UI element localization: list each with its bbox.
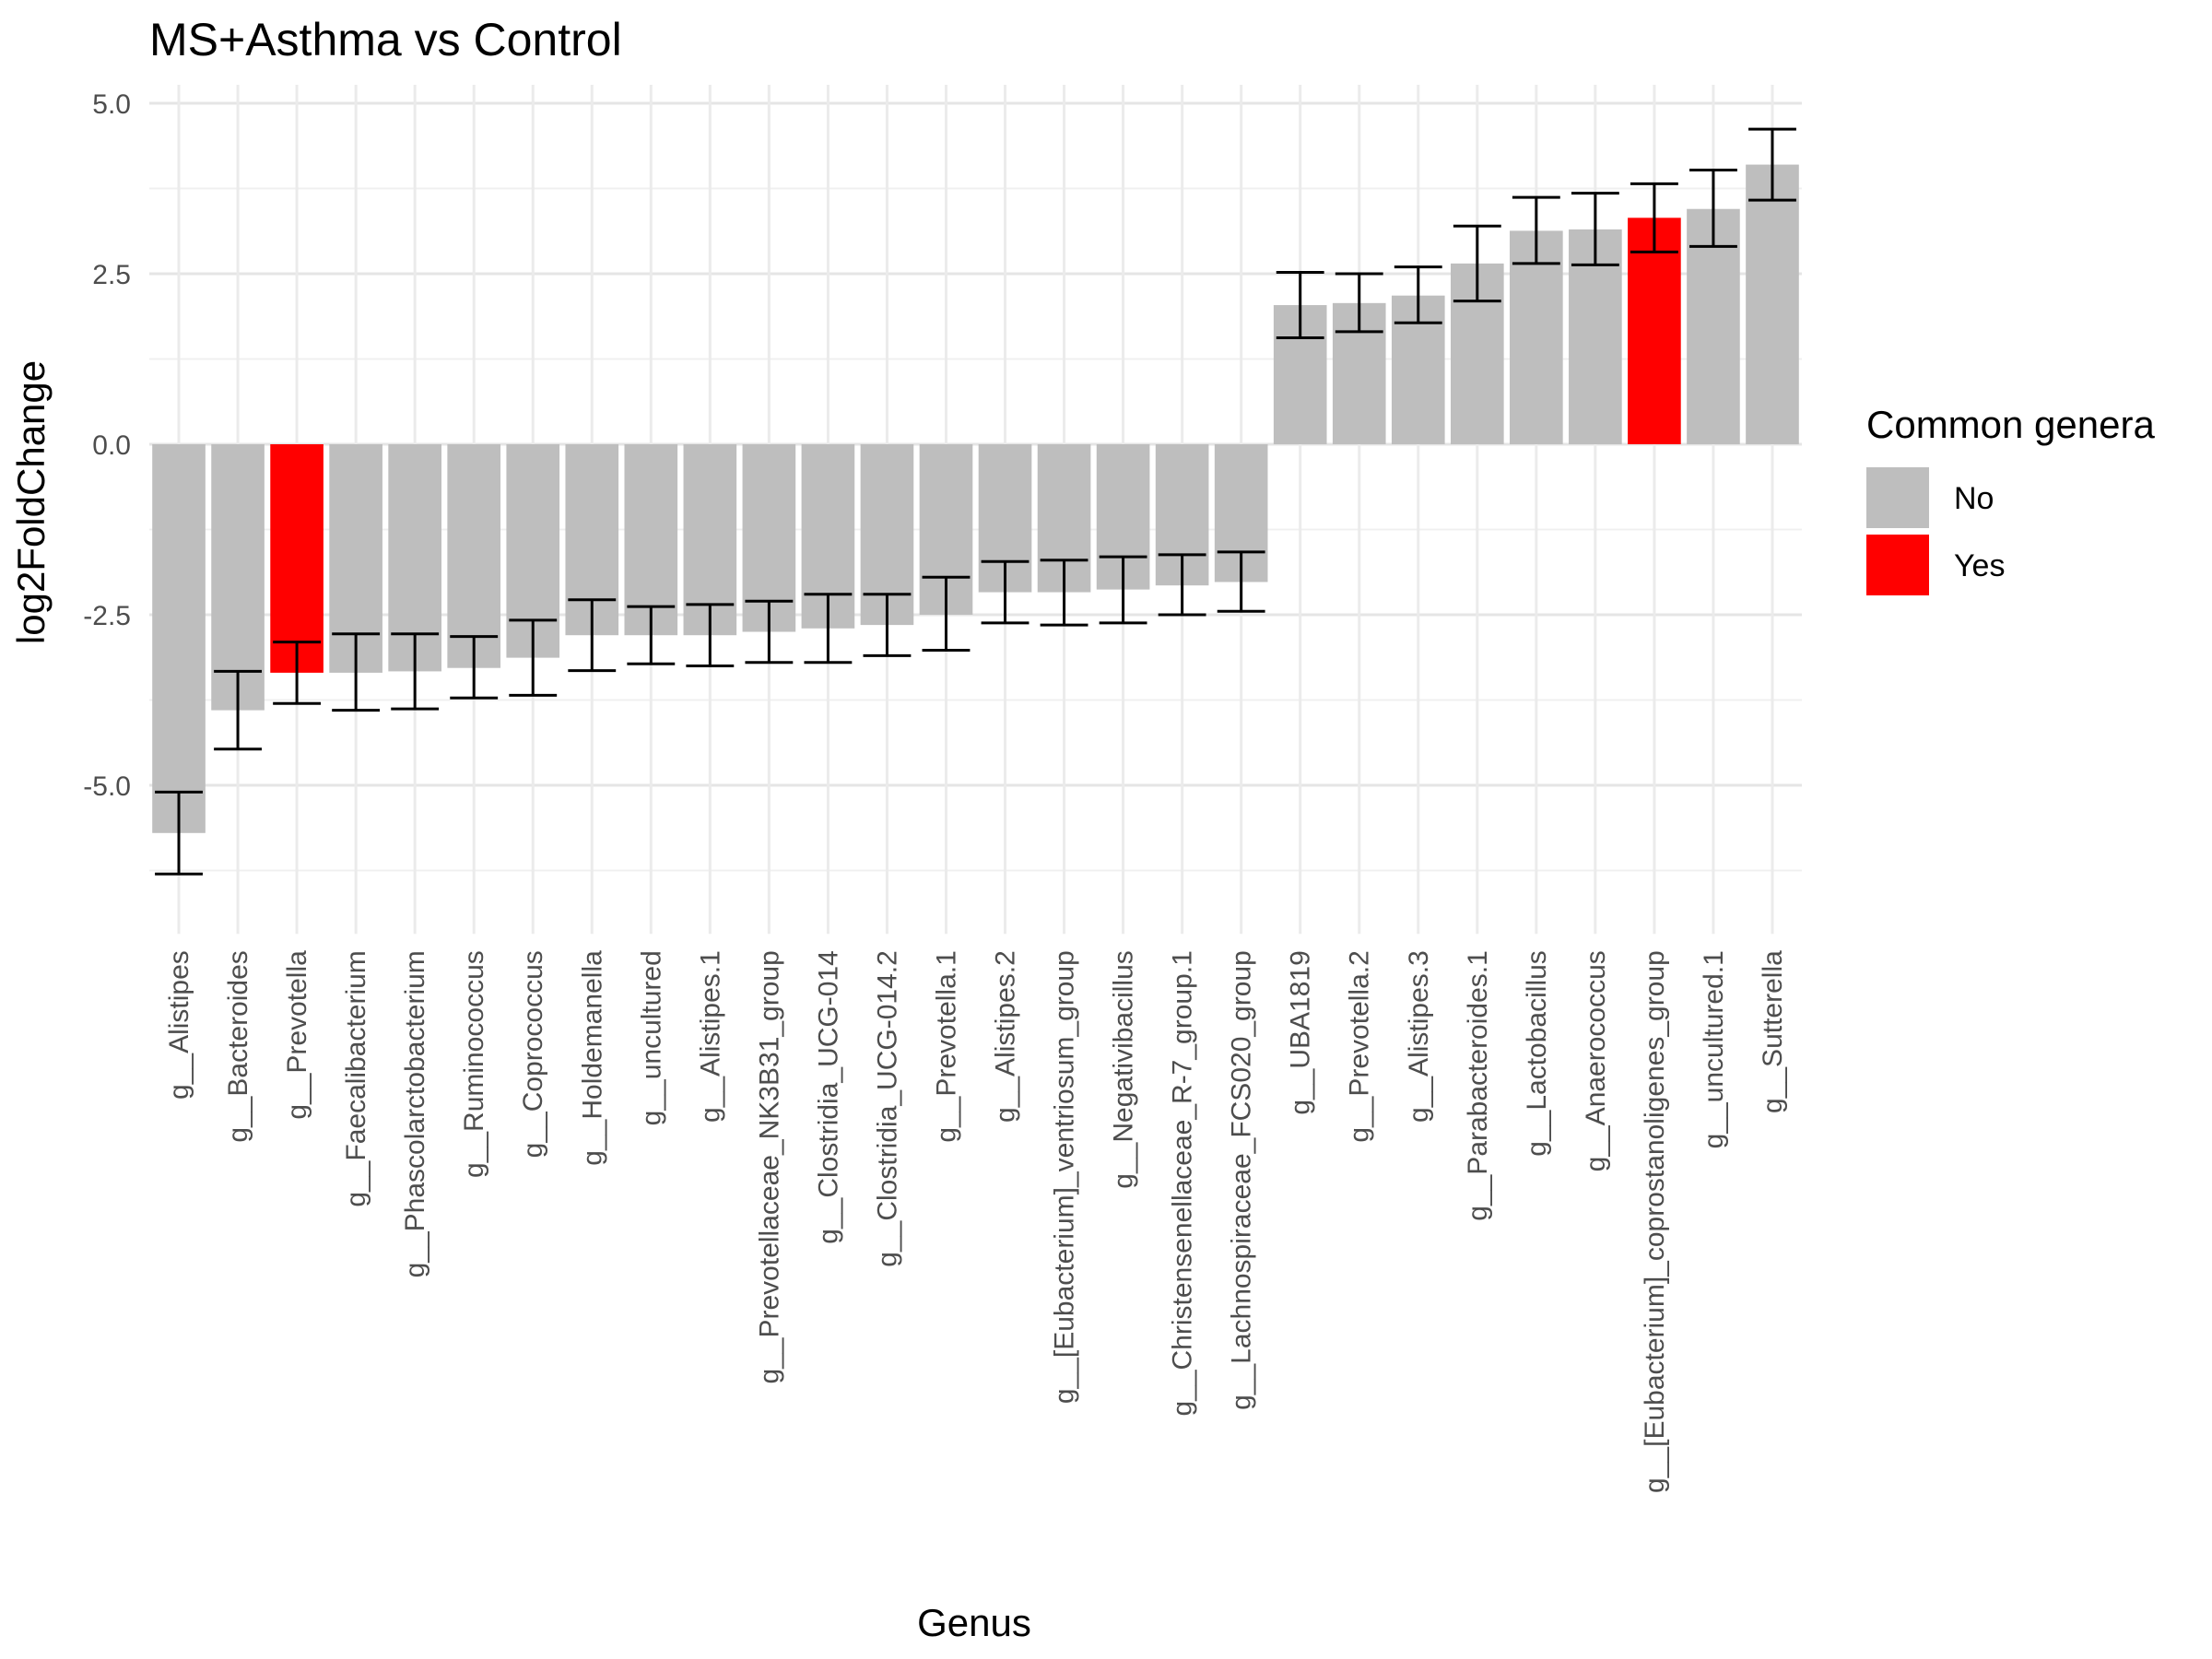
bar [1510, 230, 1563, 444]
x-tick-label: g__Alistipes [164, 950, 194, 1100]
x-tick-label: g__Christensenellaceae_R-7_group.1 [1168, 950, 1198, 1416]
x-tick-label: g__Faecalibacterium [341, 950, 371, 1206]
y-tick-label: 0.0 [92, 430, 131, 461]
x-tick-label: g__Prevotellaceae_NK3B31_group [754, 950, 784, 1383]
error-bar [332, 632, 381, 712]
error-bar [1630, 182, 1678, 253]
x-tick-label: g__Bacteroides [223, 950, 253, 1142]
error-bar [1689, 169, 1737, 248]
x-axis-title: Genus [917, 1601, 1031, 1644]
bar [270, 444, 324, 673]
x-tick-label: g__Anaerococcus [1581, 950, 1611, 1171]
y-tick-label: 2.5 [92, 260, 131, 290]
bar [211, 444, 265, 711]
error-bar [1394, 265, 1442, 324]
error-bar [745, 599, 794, 665]
x-tick-label: g__Prevotella.2 [1345, 950, 1375, 1142]
legend-swatch-yes [1866, 535, 1929, 595]
error-bar [273, 641, 322, 705]
x-tick-label: g__Phascolarctobacterium [400, 950, 430, 1277]
y-tick-label: -5.0 [83, 771, 131, 802]
x-tick-label: g__Negativibacillus [1109, 950, 1139, 1189]
bar [447, 444, 501, 668]
x-tick-label: g__UBA1819 [1286, 950, 1316, 1114]
x-tick-label: g__Alistipes.3 [1404, 950, 1434, 1123]
error-bar [1512, 195, 1560, 265]
bar [152, 444, 206, 833]
legend-label-no: No [1954, 481, 1994, 516]
error-bar [686, 603, 735, 667]
bar [624, 444, 678, 636]
error-bar [155, 790, 203, 876]
error-bar [863, 593, 912, 657]
x-axis: g__Alistipes g__Bacteroides g__Prevotella g… [164, 950, 1788, 1493]
error-bar [1571, 192, 1619, 266]
error-bar [214, 669, 262, 751]
chart-title: MS+Asthma vs Control [149, 14, 622, 65]
x-tick-label: g__Ruminococcus [459, 950, 489, 1178]
legend-swatch-no [1866, 467, 1929, 528]
x-tick-label: g__Clostridia_UCG-014 [813, 950, 843, 1244]
x-tick-label: g__Prevotella [282, 950, 312, 1120]
error-bar [981, 559, 1030, 625]
x-tick-label: g__uncultured.1 [1699, 950, 1729, 1148]
error-bar [568, 598, 617, 673]
error-bar [509, 618, 558, 697]
y-tick-label: 5.0 [92, 89, 131, 120]
error-bar [1217, 550, 1265, 613]
x-tick-label: g__Prevotella.1 [931, 950, 961, 1142]
bar [1746, 164, 1799, 444]
x-tick-label: g__Parabacteroides.1 [1463, 950, 1493, 1221]
legend: Common genera No Yes [1866, 403, 2155, 595]
x-tick-label: g__Lachnospiraceae_FCS020_group [1227, 950, 1257, 1410]
y-axis-title: log2FoldChange [9, 360, 53, 644]
error-bar [1040, 559, 1088, 627]
error-bar [922, 575, 971, 652]
error-bar [804, 593, 853, 665]
error-bar [1158, 553, 1206, 617]
error-bar [1453, 224, 1501, 303]
error-bars [155, 127, 1796, 876]
x-tick-label: g__[Eubacterium]_coprostanoligenes_group [1640, 950, 1670, 1493]
bar [1687, 208, 1740, 444]
legend-title: Common genera [1866, 403, 2155, 446]
legend-label-yes: Yes [1954, 548, 2005, 583]
x-tick-label: g__Clostridia_UCG-014.2 [872, 950, 902, 1267]
error-bar [627, 605, 676, 665]
x-tick-label: g__Sutterella [1758, 950, 1788, 1113]
error-bar [1276, 271, 1324, 340]
bars [152, 164, 1799, 833]
error-bar [1748, 127, 1796, 202]
x-tick-label: g__Lactobacillus [1522, 950, 1552, 1157]
error-bar [1335, 272, 1383, 334]
x-tick-label: g__Alistipes.2 [991, 950, 1021, 1123]
x-tick-label: g__[Eubacterium]_ventriosum_group [1050, 950, 1080, 1404]
x-tick-label: g__Holdemanella [577, 950, 607, 1166]
error-bar [1099, 555, 1147, 625]
x-tick-label: g__uncultured [636, 950, 666, 1125]
y-tick-label: -2.5 [83, 601, 131, 631]
x-tick-label: g__Coprococcus [518, 950, 548, 1158]
bar [1628, 218, 1681, 444]
error-bar [450, 635, 499, 700]
error-bar [391, 632, 440, 711]
x-tick-label: g__Alistipes.1 [695, 950, 725, 1123]
y-axis: -5.0 -2.5 0.0 2.5 5.0 [83, 89, 131, 802]
